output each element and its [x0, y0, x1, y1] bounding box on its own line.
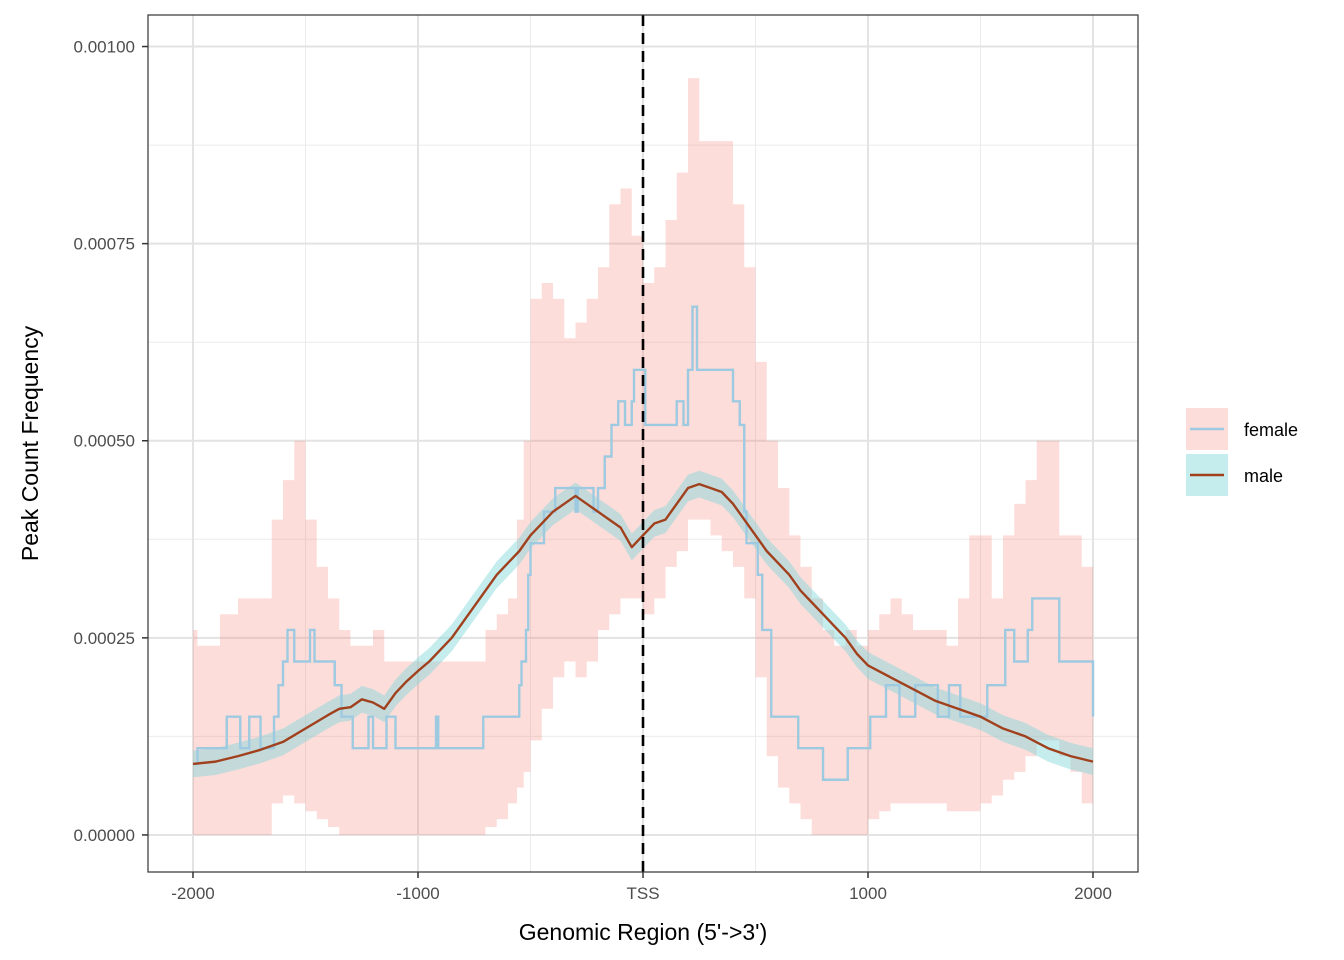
x-tick-label: 2000 [1074, 884, 1112, 903]
x-tick-label: TSS [626, 884, 659, 903]
male-line [192, 482, 1094, 766]
y-tick-label: 0.00050 [74, 432, 135, 451]
y-tick-label: 0.00075 [74, 235, 135, 254]
y-tick-label: 0.00025 [74, 629, 135, 648]
x-tick-label: 1000 [849, 884, 887, 903]
x-axis-title: Genomic Region (5'->3') [519, 919, 767, 945]
x-tick-label: -1000 [396, 884, 439, 903]
y-axis-title: Peak Count Frequency [17, 325, 43, 561]
female-line [193, 305, 1095, 781]
x-tick-label: -2000 [171, 884, 214, 903]
legend-label-male: male [1244, 466, 1283, 486]
legend-item-female: female [1186, 408, 1298, 450]
male-ribbon [193, 470, 1093, 778]
y-axis: 0.00000 0.00025 0.00050 0.00075 0.00100 [74, 38, 148, 845]
y-tick-label: 0.00000 [74, 826, 135, 845]
legend: female male [1186, 408, 1298, 496]
x-axis: -2000 -1000 TSS 1000 2000 [171, 872, 1112, 903]
legend-label-female: female [1244, 420, 1298, 440]
legend-item-male: male [1186, 454, 1283, 496]
y-tick-label: 0.00100 [74, 38, 135, 57]
series-lines [192, 305, 1095, 781]
